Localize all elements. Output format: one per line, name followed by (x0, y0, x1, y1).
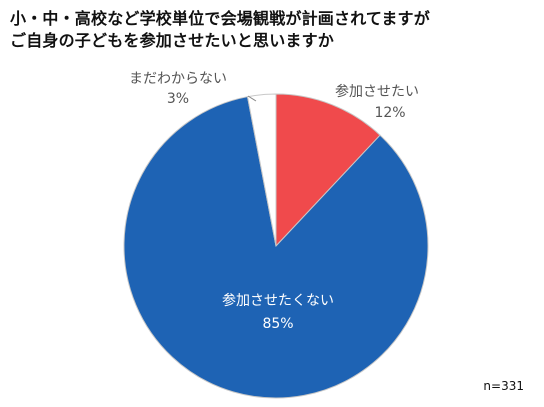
slice-label-unsure: まだわからない 3% (129, 71, 227, 107)
chart-title-line-1: 小・中・高校など学校単位で会場観戦が計画されてますが (10, 9, 430, 28)
slice-label-want-value: 12% (374, 105, 405, 121)
pie-slice-not-want (123, 96, 429, 399)
slice-label-not-want-name: 参加させたくない (222, 292, 334, 309)
slice-label-not-want: 参加させたくない 85% (222, 292, 334, 332)
slice-label-unsure-value: 3% (167, 91, 189, 107)
slice-label-unsure-name: まだわからない (129, 71, 227, 87)
pie-slice-unsure (246, 93, 277, 247)
leader-line-unsure (247, 95, 257, 102)
slice-label-want: 参加させたい 12% (335, 83, 419, 121)
slice-label-not-want-value: 85% (262, 316, 293, 332)
sample-size: n=331 (483, 379, 524, 393)
chart-title-line-2: ご自身の子どもを参加させたいと思いますか (10, 31, 335, 50)
slice-label-want-name: 参加させたい (335, 83, 419, 100)
pie-slice-want (275, 93, 381, 248)
pie-slices (123, 93, 429, 399)
